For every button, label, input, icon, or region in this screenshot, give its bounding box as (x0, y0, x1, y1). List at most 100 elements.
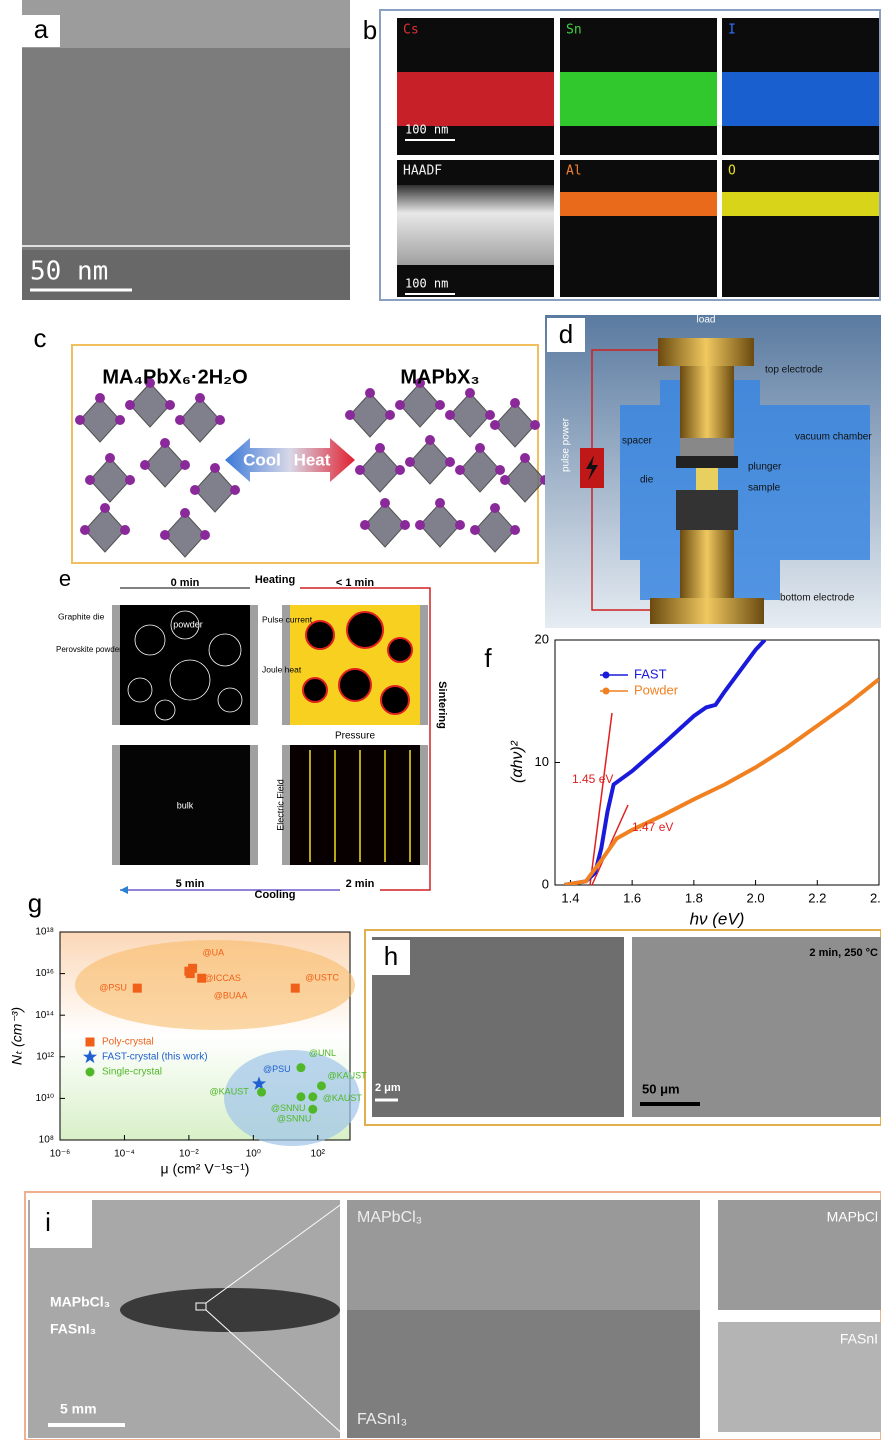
data-point (308, 1092, 318, 1102)
label-text: e (59, 566, 71, 591)
panel-b (379, 9, 881, 301)
atom (520, 453, 530, 463)
label-text: Pressure (335, 731, 375, 742)
top-electrode (658, 338, 754, 366)
point-label: @PSU (99, 983, 127, 993)
data-point (296, 1092, 306, 1102)
y-tick-label: 10¹² (36, 1051, 54, 1062)
atom (210, 463, 220, 473)
label-text: Heat (294, 450, 331, 469)
atom (530, 420, 540, 430)
x-tick-label: 2.2 (808, 890, 826, 905)
label-text: pulse power (561, 417, 572, 472)
data-point (85, 1037, 95, 1047)
y-tick-label: 0 (542, 876, 549, 891)
label-box (547, 318, 585, 352)
octahedron (409, 439, 451, 485)
bottom-electrode (650, 598, 764, 624)
heated-grain (387, 637, 413, 663)
octahedron (399, 382, 441, 428)
powder-grain (127, 677, 153, 703)
panel-d (545, 315, 881, 628)
atom (85, 475, 95, 485)
zoom-line (205, 1199, 348, 1304)
atom (490, 503, 500, 513)
label-text: load (697, 315, 716, 326)
powder-grain (169, 659, 211, 701)
octahedron (459, 447, 501, 493)
map-cell (560, 160, 717, 297)
atom (200, 530, 210, 540)
atom (380, 498, 390, 508)
atom (470, 525, 480, 535)
panel-label: f (484, 643, 492, 673)
sem-image (372, 937, 624, 1117)
sem-image (632, 937, 881, 1117)
atom (415, 520, 425, 530)
point-label: @KAUST (327, 1070, 367, 1080)
atom (375, 443, 385, 453)
atom (510, 398, 520, 408)
label-text: 50 nm (30, 257, 108, 287)
plot-area (554, 639, 880, 886)
powder-grain (154, 699, 176, 721)
label-text: a (34, 14, 49, 44)
label-text: Heating (255, 574, 295, 586)
atom (160, 438, 170, 448)
powder-grain (217, 687, 243, 713)
point-label: @KAUST (210, 1087, 250, 1097)
die-wall (250, 605, 258, 725)
point-label: @KAUST (323, 1093, 363, 1103)
point-label: @UA (203, 948, 225, 958)
label-text: MAPbCl₃ (50, 1294, 110, 1310)
atom (455, 520, 465, 530)
i-band (722, 72, 879, 126)
y-tick-label: 10 (535, 754, 549, 769)
powder-grain (134, 624, 166, 656)
panel-f (474, 639, 880, 886)
atom (405, 457, 415, 467)
y-axis-label: Nₜ (cm⁻³) (9, 1007, 25, 1065)
label-box (372, 940, 410, 975)
cylinder (680, 530, 734, 600)
label-text: HAADF (403, 164, 442, 179)
atom (190, 485, 200, 495)
point-label: @PSU (263, 1064, 291, 1074)
label-text: 100 nm (405, 277, 448, 291)
annotation: 1.47 eV (632, 820, 673, 834)
label-text: vacuum chamber (795, 432, 872, 443)
atom (345, 410, 355, 420)
sintered-die (290, 745, 420, 865)
atom (395, 465, 405, 475)
label-text: 2 min (346, 878, 375, 890)
legend-label: Poly-crystal (102, 1037, 154, 1048)
label-text: d (559, 319, 573, 349)
heated-grain (338, 668, 372, 702)
cylinder (680, 366, 734, 438)
x-tick-label: 1.8 (685, 890, 703, 905)
die-decor (112, 605, 428, 865)
atom (475, 443, 485, 453)
plunger (676, 490, 738, 530)
data-point (290, 983, 300, 993)
atom (180, 460, 190, 470)
crystal-structures (75, 378, 550, 558)
sem-image (347, 1200, 700, 1310)
atom (115, 415, 125, 425)
x-tick-label: 10⁻⁶ (50, 1149, 71, 1160)
label-text: bulk (177, 800, 194, 810)
tem-image (22, 0, 350, 48)
x-tick-label: 2.0 (747, 890, 765, 905)
y-axis-label: (αhν)² (509, 740, 526, 783)
atom (105, 453, 115, 463)
label-text: Graphite die (58, 611, 105, 621)
y-tick-label: 20 (535, 631, 549, 646)
sem-inset (718, 1200, 881, 1310)
haadf-image (397, 185, 554, 265)
label-text: 2 μm (375, 1082, 401, 1094)
powder-grain (170, 610, 200, 640)
atom (445, 457, 455, 467)
label-text: i (45, 1207, 51, 1237)
